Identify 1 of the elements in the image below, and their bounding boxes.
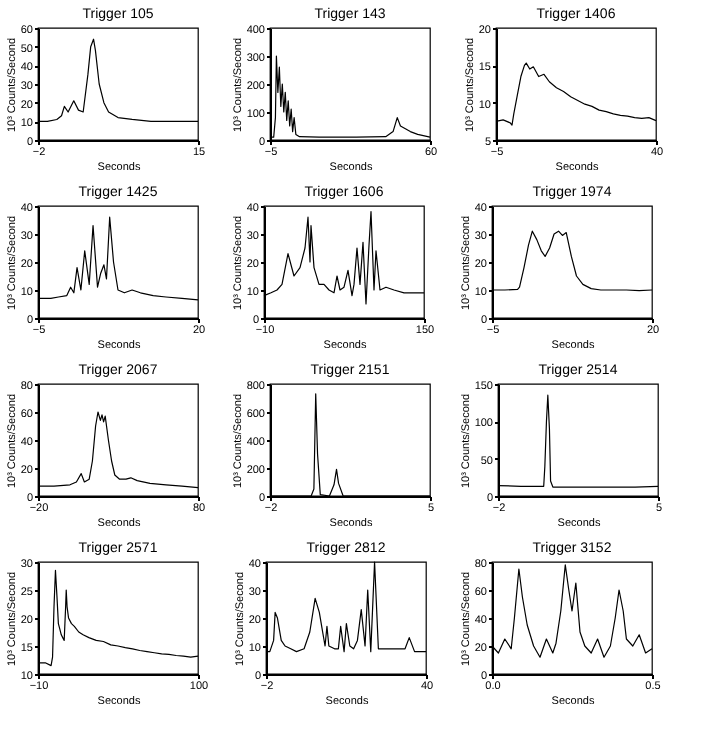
line-series xyxy=(37,569,199,667)
